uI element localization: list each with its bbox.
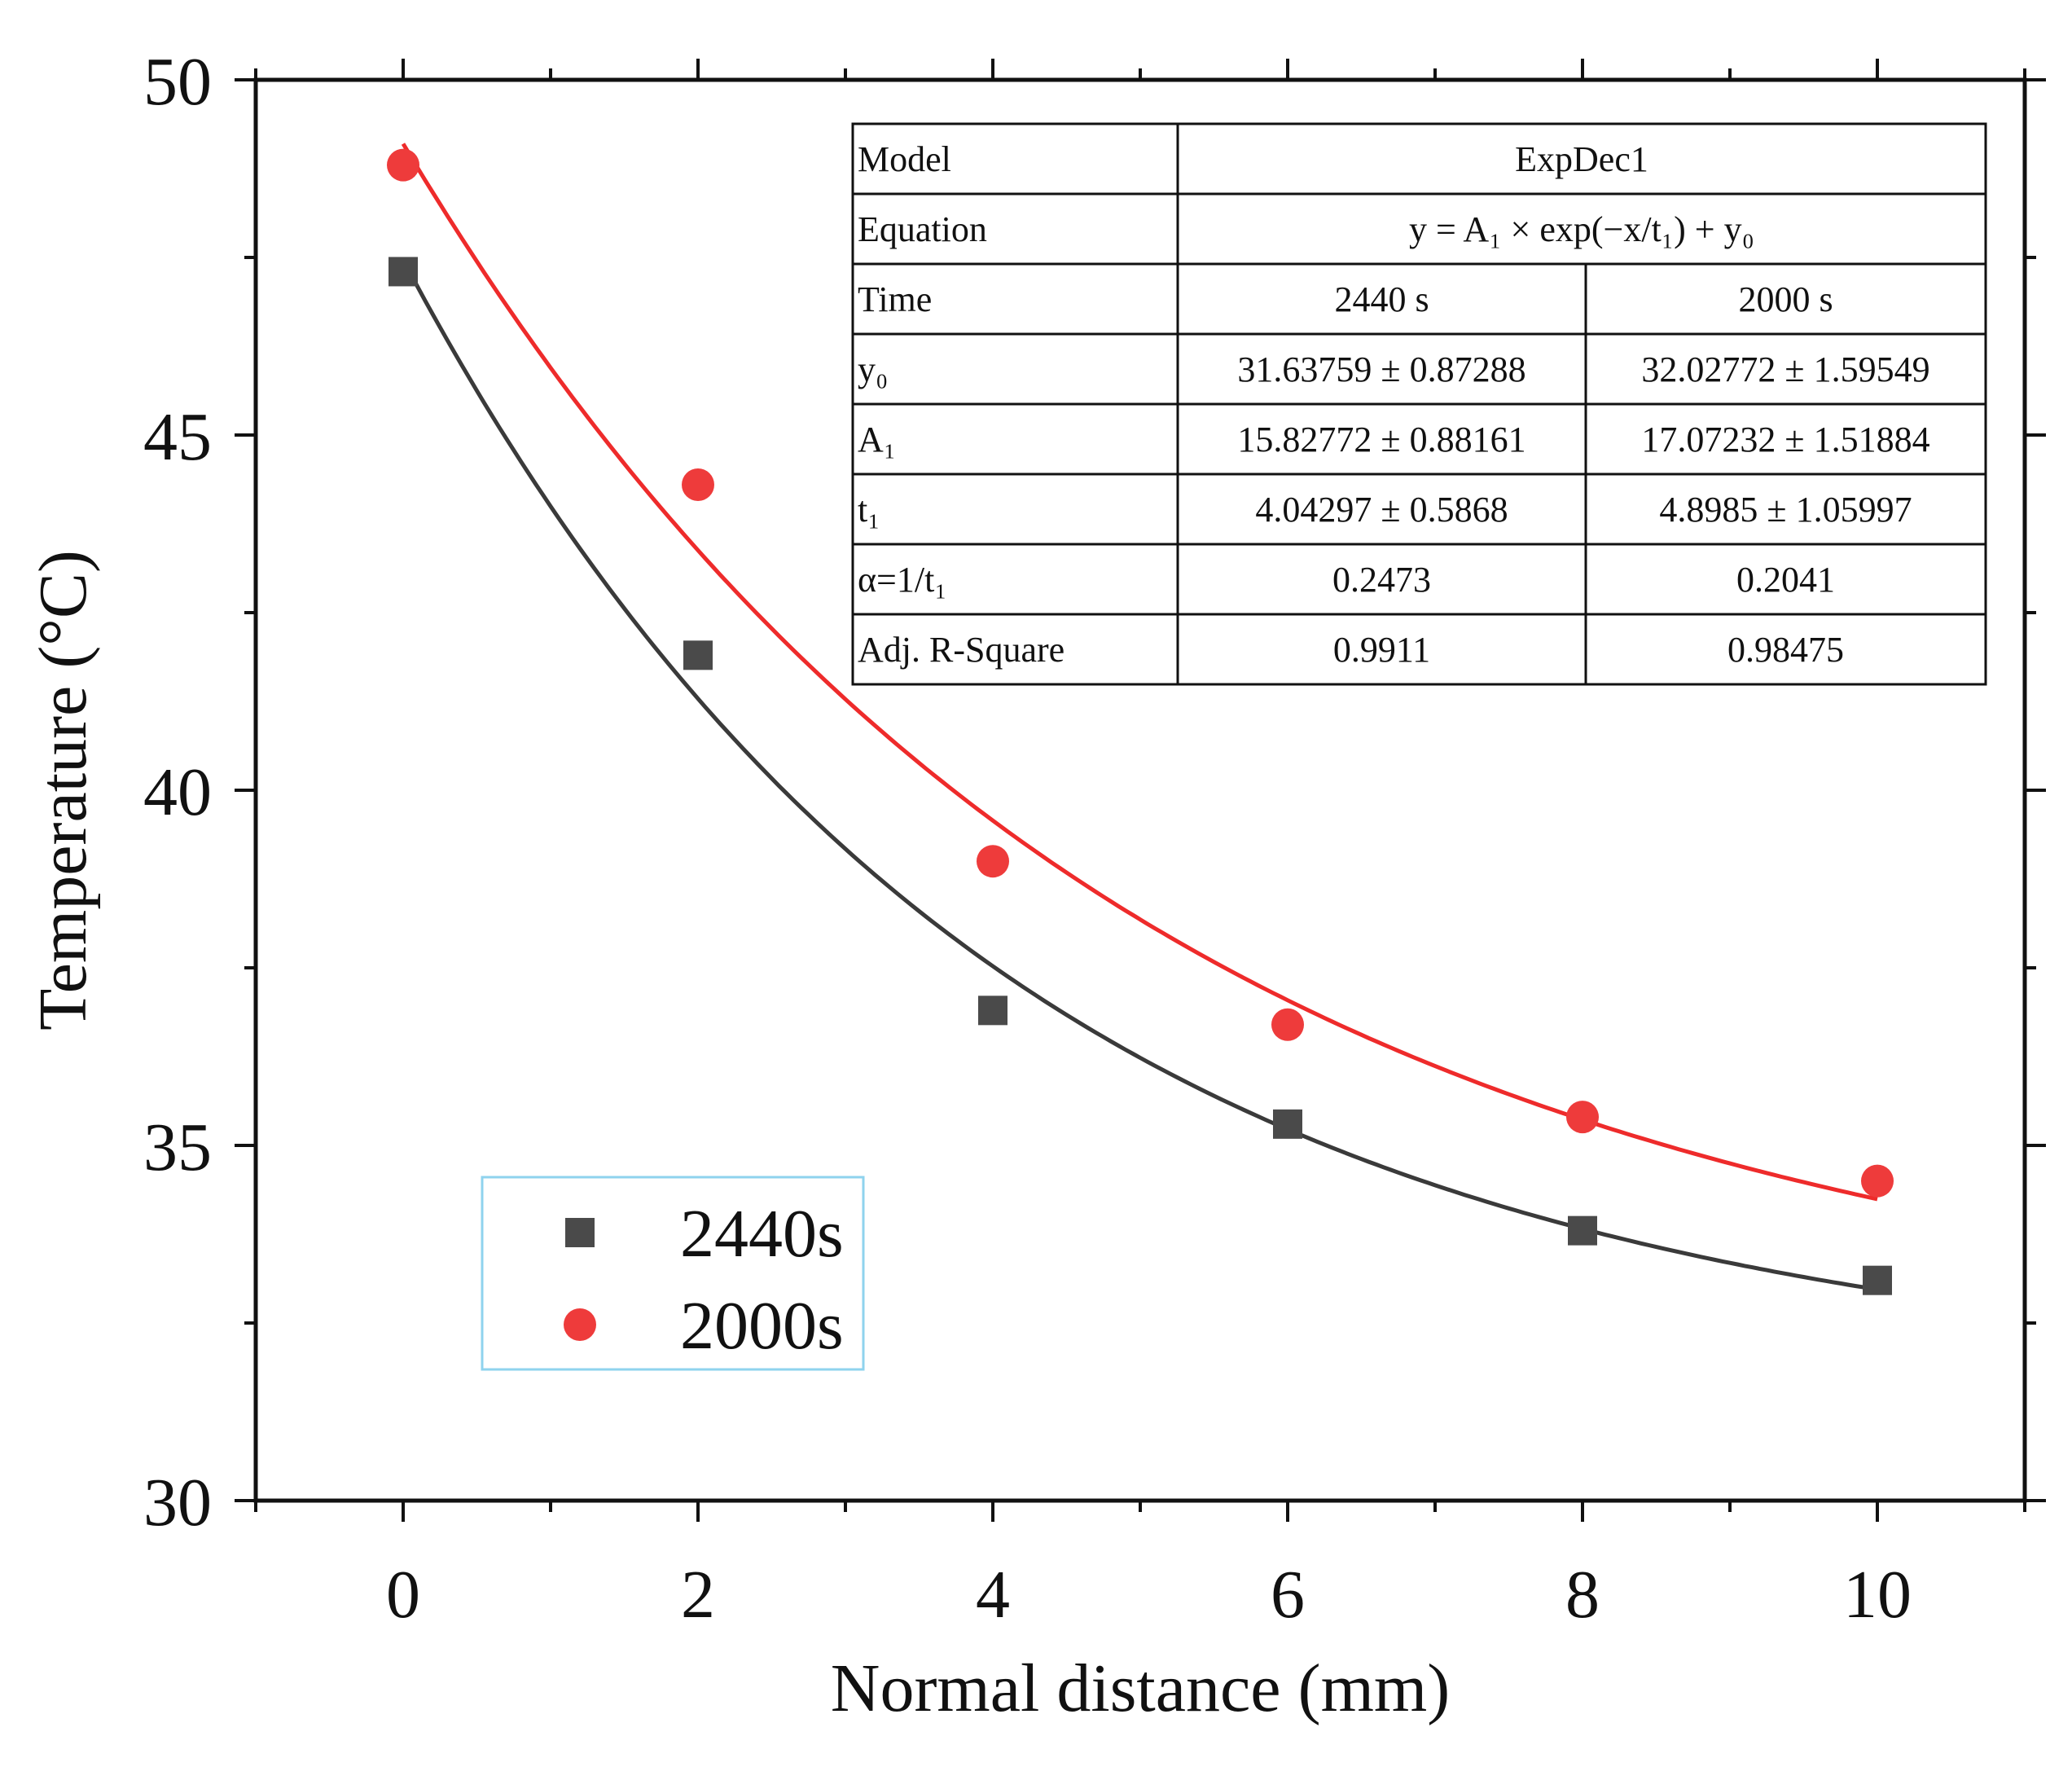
table-cell: 31.63759 ± 0.87288 [1237,349,1525,389]
y-tick-labels: 30 35 40 45 50 [143,44,212,1541]
table-cell: 15.82772 ± 0.88161 [1237,420,1525,459]
fit-curves [401,143,1878,1292]
axis-ticks [235,59,2046,1522]
x-tick-label: 10 [1843,1557,1912,1633]
table-cell: 32.02772 ± 1.59549 [1641,349,1929,389]
data-point-2000s [682,468,714,502]
table-cell: 2000 s [1738,279,1833,319]
x-tick-label: 0 [386,1557,420,1633]
table-row-label: Equation [858,209,987,249]
x-axis-title: Normal distance (mm) [831,1651,1450,1726]
legend: 2440s 2000s [481,1176,865,1371]
table-row-label: y₀ [858,349,888,389]
table-cell: 17.07232 ± 1.51884 [1641,420,1929,459]
y-tick-label: 45 [143,399,212,475]
x-tick-labels: 0 2 4 6 8 10 [386,1557,1912,1633]
y-tick-label: 40 [143,754,212,830]
data-point-2000s [1861,1164,1894,1198]
data-point-2440s [1863,1265,1892,1295]
table-cell: 4.8985 ± 1.05997 [1659,490,1912,530]
table-row-label: α=1/t₁ [858,560,947,600]
fit-parameters-table: Model ExpDec1 Equation y = A₁ × exp(−x/t₁) … [851,122,1987,686]
legend-label: 2440s [680,1196,844,1272]
table-row-label: Time [858,279,932,319]
table-row-label: t₁ [858,490,880,530]
legend-marker-2000s [564,1308,596,1341]
legend-marker-2440s [565,1218,595,1247]
data-point-2000s [977,845,1009,878]
table-row-label: A₁ [858,420,896,459]
table-cell: 0.2473 [1332,560,1431,600]
table-cell: 0.2041 [1736,560,1835,600]
fit-curve-2440s [401,258,1878,1292]
data-point-2000s [1271,1008,1304,1041]
table-cell: 4.04297 ± 0.5868 [1255,490,1508,530]
table-cell: ExpDec1 [1515,139,1648,179]
table-cell: y = A₁ × exp(−x/t₁) + y₀ [1409,209,1754,249]
x-tick-label: 6 [1271,1557,1305,1633]
data-point-2440s [978,996,1007,1026]
fit-curve-2000s [401,143,1878,1202]
table-cell: 0.9911 [1333,630,1430,670]
y-tick-label: 30 [143,1465,212,1541]
data-point-2440s [1568,1215,1597,1246]
table-cell: 0.98475 [1727,630,1844,670]
data-point-2000s [387,148,419,182]
data-point-2440s [1273,1109,1302,1139]
y-tick-label: 50 [143,44,212,120]
data-point-2440s [683,640,713,670]
data-markers [387,148,1894,1295]
x-tick-label: 2 [681,1557,715,1633]
table-row-label: Adj. R-Square [858,630,1065,670]
legend-label: 2000s [680,1288,844,1364]
table-row-label: Model [858,139,951,179]
data-point-2440s [388,257,418,287]
y-axis-title: Temperature (°C) [25,550,101,1031]
legend-box [481,1176,865,1371]
x-tick-label: 8 [1565,1557,1600,1633]
x-tick-label: 4 [976,1557,1010,1633]
y-tick-label: 35 [143,1110,212,1185]
data-point-2000s [1566,1101,1599,1134]
table-cell: 2440 s [1334,279,1429,319]
